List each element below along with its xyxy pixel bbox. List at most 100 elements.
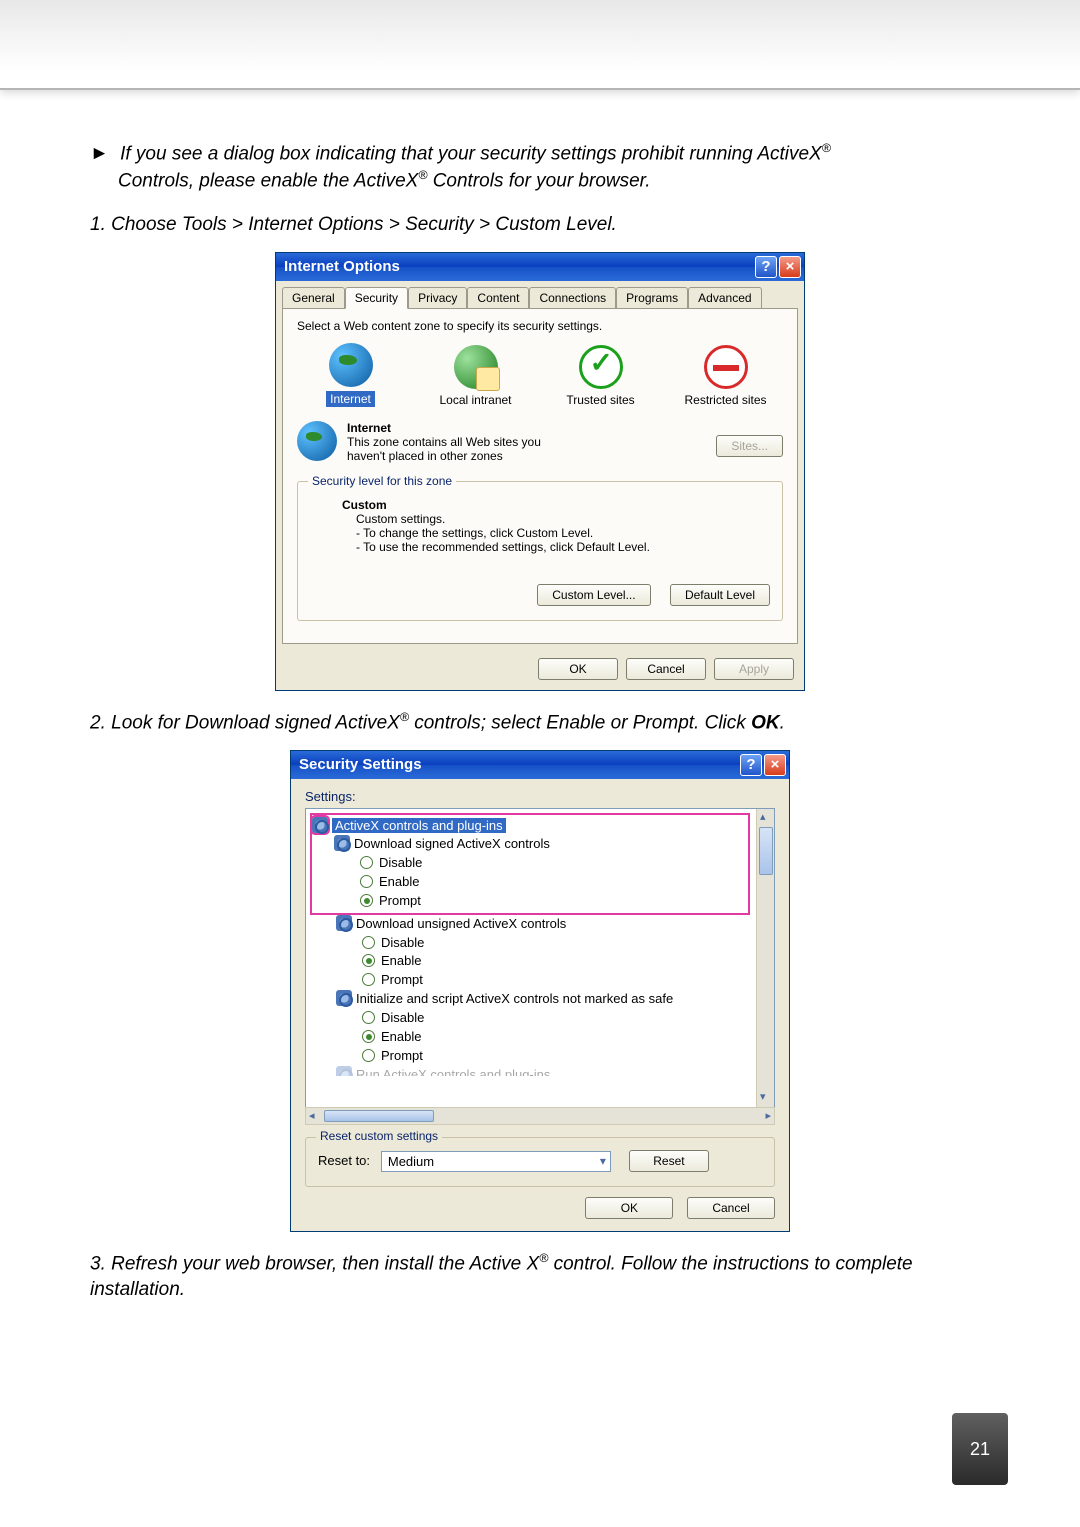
sites-button[interactable]: Sites... — [716, 435, 783, 457]
reset-to-label: Reset to: — [318, 1153, 370, 1168]
radio-enable-1[interactable]: Enable — [312, 873, 748, 892]
cancel-button[interactable]: Cancel — [626, 658, 706, 680]
default-level-button[interactable]: Default Level — [670, 584, 770, 606]
close-icon[interactable]: × — [764, 754, 786, 776]
tab-connections[interactable]: Connections — [529, 287, 616, 308]
zone-row: Internet Local intranet Trusted sites Re… — [303, 343, 777, 407]
trusted-icon — [579, 345, 623, 389]
dialog2-body: Settings: ActiveX controls and plug-ins … — [291, 779, 789, 1231]
node-download-signed: Download signed ActiveX controls — [312, 835, 748, 854]
small-globe-icon — [297, 421, 337, 461]
page-number-badge: 21 — [952, 1413, 1008, 1485]
zone-trusted-label: Trusted sites — [566, 393, 634, 407]
step2-ok: OK — [751, 712, 780, 733]
zone-intranet[interactable]: Local intranet — [428, 345, 523, 407]
intro-paragraph: ► If you see a dialog box indicating tha… — [90, 140, 990, 194]
step3: 3. Refresh your web browser, then instal… — [90, 1250, 990, 1303]
custom-line3: - To use the recommended settings, click… — [356, 540, 770, 554]
reg4: ® — [539, 1251, 548, 1265]
security-panel: Select a Web content zone to specify its… — [282, 308, 798, 644]
step1: 1. Choose Tools > Internet Options > Sec… — [90, 212, 990, 238]
zone-prompt: Select a Web content zone to specify its… — [297, 319, 783, 333]
dialog1-bottom-buttons: OK Cancel Apply — [276, 650, 804, 690]
zone-internet[interactable]: Internet — [303, 343, 398, 407]
radio-enable-3[interactable]: Enable — [314, 1028, 770, 1047]
node-init-script: Initialize and script ActiveX controls n… — [314, 990, 770, 1009]
intranet-icon — [454, 345, 498, 389]
restricted-icon — [704, 345, 748, 389]
tab-strip: General Security Privacy Content Connect… — [276, 281, 804, 308]
zone-restricted[interactable]: Restricted sites — [678, 345, 773, 407]
custom-line2: - To change the settings, click Custom L… — [356, 526, 770, 540]
gear-icon — [312, 817, 328, 833]
zone-trusted[interactable]: Trusted sites — [553, 345, 648, 407]
reg1: ® — [822, 141, 831, 155]
tab-content[interactable]: Content — [467, 287, 529, 308]
horizontal-scrollbar[interactable] — [305, 1107, 775, 1125]
custom-level-button[interactable]: Custom Level... — [537, 584, 650, 606]
page-header-gradient — [0, 0, 1080, 90]
globe-icon — [329, 343, 373, 387]
gear-icon — [336, 1066, 352, 1076]
gear-icon — [334, 835, 350, 851]
radio-disable-1[interactable]: Disable — [312, 854, 748, 873]
reset-combo[interactable]: Medium — [381, 1151, 611, 1172]
help-icon[interactable]: ? — [740, 754, 762, 776]
node-truncated: Run ActiveX controls and plug-ins — [314, 1066, 770, 1076]
reset-legend: Reset custom settings — [316, 1129, 442, 1143]
step2-period: . — [780, 712, 785, 733]
tab-advanced[interactable]: Advanced — [688, 287, 761, 308]
security-level-legend: Security level for this zone — [308, 474, 456, 488]
dialog2-title: Security Settings — [299, 756, 422, 773]
intro-line2-wrap: Controls, please enable the ActiveX® Con… — [90, 167, 990, 194]
zone-internet-label: Internet — [326, 391, 375, 407]
dialog1-title: Internet Options — [284, 258, 400, 275]
reset-button[interactable]: Reset — [629, 1150, 709, 1172]
tab-security[interactable]: Security — [345, 287, 408, 309]
settings-tree[interactable]: ActiveX controls and plug-ins Download s… — [305, 808, 775, 1108]
custom-line1: Custom settings. — [356, 512, 770, 526]
reg3: ® — [400, 710, 409, 724]
step2: 2. Look for Download signed ActiveX® con… — [90, 709, 990, 736]
ok-button[interactable]: OK — [538, 658, 618, 680]
step2-a: 2. Look for Download signed ActiveX — [90, 712, 400, 733]
close-icon[interactable]: × — [779, 256, 801, 278]
tab-general[interactable]: General — [282, 287, 345, 308]
radio-icon — [360, 875, 373, 888]
tab-programs[interactable]: Programs — [616, 287, 688, 308]
zone-info-title: Internet — [347, 421, 783, 435]
zone-info-box: Internet Sites... This zone contains all… — [297, 421, 783, 471]
radio-prompt-3[interactable]: Prompt — [314, 1047, 770, 1066]
radio-icon — [360, 856, 373, 869]
dialog2-bottom-buttons: OK Cancel — [305, 1197, 775, 1219]
radio-disable-3[interactable]: Disable — [314, 1009, 770, 1028]
tab-privacy[interactable]: Privacy — [408, 287, 467, 308]
radio-enable-2[interactable]: Enable — [314, 952, 770, 971]
radio-icon — [362, 1049, 375, 1062]
radio-icon — [362, 954, 375, 967]
radio-disable-2[interactable]: Disable — [314, 934, 770, 953]
gear-icon — [336, 990, 352, 1006]
vertical-scrollbar[interactable] — [756, 809, 774, 1107]
intro-line2a: Controls, please enable the ActiveX — [118, 170, 418, 191]
intro-line2b: Controls for your browser. — [427, 170, 650, 191]
cancel-button-2[interactable]: Cancel — [687, 1197, 775, 1219]
gear-icon — [336, 915, 352, 931]
titlebar-buttons-2: ? × — [740, 754, 786, 776]
ok-button-2[interactable]: OK — [585, 1197, 673, 1219]
help-icon[interactable]: ? — [755, 256, 777, 278]
root-label: ActiveX controls and plug-ins — [332, 818, 506, 833]
radio-icon — [362, 973, 375, 986]
step2-b: controls; select Enable or Prompt. Click — [409, 712, 751, 733]
radio-prompt-2[interactable]: Prompt — [314, 971, 770, 990]
highlighted-group: ActiveX controls and plug-ins Download s… — [310, 813, 750, 915]
titlebar-buttons: ? × — [755, 256, 801, 278]
zone-intranet-label: Local intranet — [439, 393, 511, 407]
radio-icon — [362, 1011, 375, 1024]
settings-label: Settings: — [305, 789, 775, 804]
dialog2-titlebar: Security Settings ? × — [291, 751, 789, 779]
scroll-thumb[interactable] — [759, 827, 773, 875]
hscroll-thumb[interactable] — [324, 1110, 434, 1122]
apply-button[interactable]: Apply — [714, 658, 794, 680]
radio-prompt-1[interactable]: Prompt — [312, 892, 748, 911]
